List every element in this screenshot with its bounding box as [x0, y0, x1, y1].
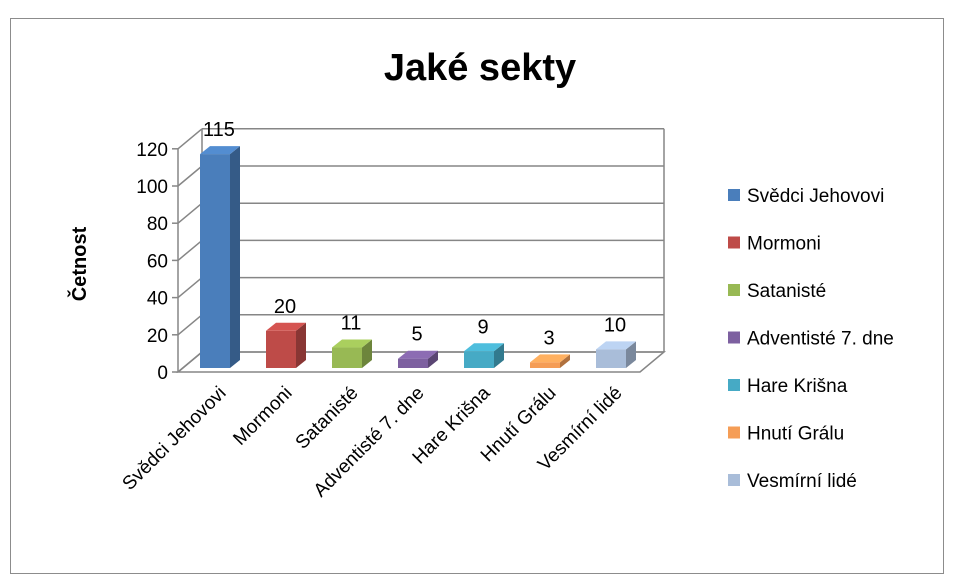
legend-entry: Hare Krišna — [747, 376, 848, 397]
x-tick-label: Svědci Jehovovi — [119, 383, 231, 495]
y-tick-label: 60 — [147, 251, 168, 272]
legend-entry: Mormoni — [747, 234, 821, 255]
legend-swatch — [728, 331, 740, 344]
data-label: 115 — [203, 119, 235, 141]
bars — [200, 146, 636, 368]
legend-entry: Adventisté 7. dne — [747, 329, 894, 350]
bar-side — [230, 146, 240, 368]
axes: 0 20 40 60 80 100 120 — [136, 128, 667, 384]
legend-swatch — [728, 426, 740, 439]
bar — [398, 358, 428, 368]
bar-top — [464, 343, 504, 352]
y-tick-label: 100 — [136, 177, 168, 198]
bar — [530, 362, 560, 368]
x-tick-label: Adventisté 7. dne — [310, 383, 429, 502]
legend: Svědci Jehovovi Mormoni Satanisté Adventist… — [728, 186, 894, 492]
gridline-side — [177, 165, 203, 187]
gridline-side — [177, 314, 203, 336]
gridline-side — [177, 128, 203, 150]
legend-swatch — [728, 189, 740, 201]
bar — [464, 351, 494, 368]
gridline-side — [177, 202, 203, 224]
bar-top — [596, 341, 636, 350]
legend-entry: Svědci Jehovovi — [747, 186, 884, 207]
x-tick-label: Satanisté — [292, 383, 363, 454]
y-tick-label: 40 — [147, 289, 168, 310]
data-label: 5 — [411, 324, 422, 346]
y-axis-label: Četnost — [67, 226, 91, 301]
bar-top — [332, 339, 372, 348]
gridline-side — [177, 277, 203, 299]
bar — [200, 154, 230, 368]
bar-top — [200, 146, 240, 155]
data-label: 20 — [274, 296, 296, 318]
bar-side — [296, 322, 306, 368]
bar — [332, 347, 362, 368]
x-tick-label: Mormoni — [229, 383, 296, 450]
bar-top — [530, 354, 570, 363]
data-label: 9 — [477, 316, 488, 338]
legend-entry: Hnutí Grálu — [747, 424, 844, 445]
chart-title: Jaké sekty — [384, 47, 576, 89]
legend-entry: Satanisté — [747, 281, 826, 302]
bar — [596, 349, 626, 368]
chart-border — [10, 18, 944, 574]
bar-side — [626, 341, 636, 368]
legend-swatch — [728, 379, 740, 391]
legend-swatch — [728, 236, 740, 249]
legend-swatch — [728, 474, 740, 486]
y-tick-label: 80 — [147, 214, 168, 235]
legend-swatch — [728, 284, 740, 296]
bar-side — [428, 350, 438, 368]
bar-side — [362, 339, 372, 368]
bar-side — [494, 343, 504, 368]
data-label: 11 — [341, 313, 362, 335]
legend-entry: Vesmírní lidé — [747, 471, 857, 492]
gridline-side — [177, 239, 203, 261]
bar — [266, 330, 296, 368]
data-label: 3 — [543, 327, 554, 349]
y-tick-label: 20 — [147, 326, 168, 347]
data-label: 10 — [604, 314, 626, 336]
x-tick-labels: Svědci JehovoviMormoniSatanistéAdventist… — [119, 382, 627, 501]
y-tick-label: 120 — [136, 140, 168, 161]
bar-top — [266, 322, 306, 331]
bar-top — [398, 350, 438, 359]
y-tick-label: 0 — [157, 363, 168, 384]
gridlines — [177, 128, 664, 373]
bar-side — [560, 354, 570, 368]
